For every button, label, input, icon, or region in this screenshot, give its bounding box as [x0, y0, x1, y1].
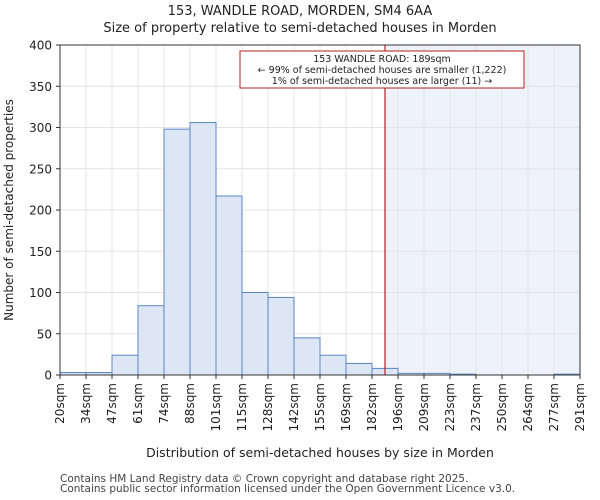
y-tick-label: 100 [29, 286, 52, 300]
x-tick-label: 61sqm [131, 383, 145, 424]
x-tick-label: 196sqm [391, 383, 405, 431]
y-axis-label: Number of semi-detached properties [2, 99, 16, 321]
histogram-bar [319, 354, 347, 376]
y-tick-label: 350 [29, 80, 52, 94]
histogram-bar [111, 354, 139, 376]
y-tick-label: 400 [29, 39, 52, 53]
histogram-bar [215, 195, 243, 376]
x-tick-label: 277sqm [547, 383, 561, 431]
x-tick-label: 34sqm [79, 383, 93, 424]
histogram-bar [241, 292, 269, 376]
x-tick-label: 47sqm [105, 383, 119, 424]
x-tick-label: 291sqm [573, 383, 587, 431]
x-tick-label: 209sqm [417, 383, 431, 431]
histogram-bar [163, 128, 191, 376]
x-tick-label: 115sqm [235, 383, 249, 431]
annotation-line-3: 1% of semi-detached houses are larger (1… [272, 76, 492, 87]
x-tick-label: 223sqm [443, 383, 457, 431]
x-tick-label: 264sqm [521, 383, 535, 431]
footer-copyright: Contains HM Land Registry data © Crown c… [60, 473, 469, 485]
y-tick-label: 50 [37, 327, 52, 341]
x-tick-label: 169sqm [339, 383, 353, 431]
y-tick-label: 300 [29, 121, 52, 135]
annotation-line-2: ← 99% of semi-detached houses are smalle… [258, 65, 507, 76]
x-tick-label: 237sqm [469, 383, 483, 431]
x-tick-label: 101sqm [209, 383, 223, 431]
annotation-line-1: 153 WANDLE ROAD: 189sqm [313, 54, 451, 65]
x-tick-label: 250sqm [495, 383, 509, 431]
x-tick-label: 128sqm [261, 383, 275, 431]
histogram-bar [137, 305, 165, 376]
x-tick-label: 74sqm [157, 383, 171, 424]
y-tick-label: 0 [44, 369, 52, 383]
histogram-bar [293, 337, 321, 376]
x-tick-label: 88sqm [183, 383, 197, 424]
chart-title-address: 153, WANDLE ROAD, MORDEN, SM4 6AA [167, 4, 433, 19]
annotation-box [239, 50, 525, 89]
footer-licence: Contains public sector information licen… [60, 483, 516, 495]
histogram-bar [345, 362, 373, 376]
x-tick-label: 182sqm [365, 383, 379, 431]
histogram-bar [267, 296, 295, 376]
y-tick-label: 150 [29, 245, 52, 259]
x-tick-label: 155sqm [313, 383, 327, 431]
chart-title: Size of property relative to semi-detach… [103, 21, 497, 36]
x-tick-label: 142sqm [287, 383, 301, 431]
y-tick-label: 250 [29, 162, 52, 176]
histogram-bar [189, 122, 217, 376]
y-tick-label: 200 [29, 204, 52, 218]
x-axis-label: Distribution of semi-detached houses by … [146, 445, 494, 460]
x-tick-label: 20sqm [53, 383, 67, 424]
